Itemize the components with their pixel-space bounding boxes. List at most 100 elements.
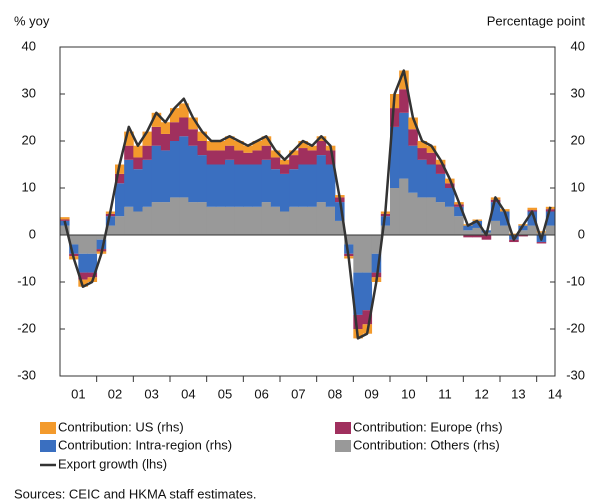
bar-segment — [252, 141, 263, 151]
bar-segment — [170, 122, 180, 141]
x-tick-label: 02 — [108, 386, 122, 401]
bar-segment — [270, 169, 281, 207]
y-tick-label: 10 — [22, 179, 36, 194]
y-tick-label: 30 — [22, 85, 36, 100]
bar-segment — [133, 169, 143, 212]
bar-segment — [417, 148, 428, 160]
bar-segment — [518, 235, 528, 237]
bar-segment — [509, 233, 519, 235]
y2-tick-label: -10 — [566, 273, 585, 288]
bar-segment — [298, 148, 308, 165]
bar-segment — [160, 122, 171, 134]
bar-segment — [490, 220, 501, 235]
bar-segment — [335, 202, 345, 221]
y-tick-label: -10 — [17, 273, 36, 288]
bar-segment — [151, 126, 162, 146]
bar-segment — [307, 206, 318, 235]
bar-segment — [353, 272, 363, 315]
y2-axis-label: Percentage point — [487, 13, 586, 28]
bar-segment — [362, 235, 373, 273]
bar-segment — [179, 197, 189, 235]
y-axis-label: % yoy — [14, 13, 50, 28]
bar-segment — [527, 207, 538, 211]
x-tick-label: 12 — [474, 386, 488, 401]
bar-segment — [536, 242, 547, 244]
bar-segment — [316, 202, 327, 235]
bar-segment — [133, 157, 143, 170]
bar-segment — [234, 150, 244, 165]
bar-segment — [69, 235, 79, 245]
bar-segment — [243, 152, 253, 165]
x-tick-label: 05 — [218, 386, 232, 401]
bar-segment — [188, 117, 198, 130]
bar-segment — [105, 216, 116, 226]
y-tick-label: -20 — [17, 320, 36, 335]
bar-segment — [115, 173, 125, 184]
bar-segment — [435, 164, 446, 174]
bar-segment — [527, 225, 538, 235]
bar-segment — [252, 150, 263, 165]
y2-tick-label: 0 — [578, 226, 585, 241]
bar-segment — [280, 173, 290, 212]
bar-segment — [325, 150, 336, 165]
y2-tick-label: 30 — [571, 85, 585, 100]
bar-segment — [325, 206, 336, 235]
bar-segment — [362, 272, 373, 311]
bar-segment — [472, 220, 483, 228]
source: Sources: CEIC and HKMA staff estimates. — [14, 486, 257, 501]
bar-segment — [151, 202, 162, 235]
bar-segment — [353, 314, 363, 329]
legend-swatch — [40, 440, 56, 452]
bar-segment — [133, 145, 143, 158]
bar-segment — [518, 225, 528, 231]
x-tick-label: 11 — [438, 386, 452, 401]
bar-segment — [197, 141, 208, 156]
bar-segment — [454, 216, 464, 235]
bar-segment — [270, 157, 281, 170]
bar-segment — [335, 220, 345, 235]
bar-segment — [353, 235, 363, 273]
bar-segment — [545, 211, 556, 226]
y2-tick-label: -30 — [566, 367, 585, 382]
bar-segment — [124, 159, 134, 207]
legend-label: Contribution: Others (rhs) — [353, 437, 500, 452]
bar-segment — [399, 89, 409, 113]
bar-segment — [225, 206, 235, 235]
bar-segment — [234, 164, 244, 207]
bar-segment — [399, 178, 409, 235]
bar-segment — [179, 136, 189, 198]
y2-tick-label: 10 — [571, 179, 585, 194]
bar-segment — [170, 141, 180, 198]
x-tick-label: 07 — [291, 386, 305, 401]
bar-segment — [215, 206, 226, 235]
y-tick-label: -30 — [17, 367, 36, 382]
bar-segment — [142, 145, 153, 160]
bar-segment — [206, 150, 217, 165]
legend-label: Export growth (lhs) — [58, 456, 167, 471]
bar-segment — [69, 244, 79, 254]
bar-segment — [490, 202, 501, 221]
bar-segment — [399, 70, 409, 90]
bar-segment — [261, 202, 272, 235]
x-tick-label: 01 — [71, 386, 85, 401]
bar-segment — [179, 103, 189, 118]
bar-segment — [435, 173, 446, 203]
legend-swatch — [335, 440, 351, 452]
bar-segment — [60, 219, 70, 221]
bar-segment — [316, 141, 327, 156]
bar-segment — [518, 230, 528, 235]
bar-segment — [390, 108, 400, 127]
bar-segment — [243, 206, 253, 235]
legend-swatch — [40, 422, 56, 434]
bar-segment — [408, 145, 418, 193]
bar-segment — [124, 206, 134, 235]
bar-segment — [78, 253, 88, 273]
bar-segment — [124, 131, 134, 146]
bar-segment — [481, 235, 492, 240]
bar-segment — [463, 235, 473, 238]
bar-segment — [133, 211, 143, 235]
bar-segment — [78, 279, 88, 287]
bar-segment — [252, 206, 263, 235]
bar-segment — [380, 216, 391, 226]
bar-segment — [206, 141, 217, 151]
